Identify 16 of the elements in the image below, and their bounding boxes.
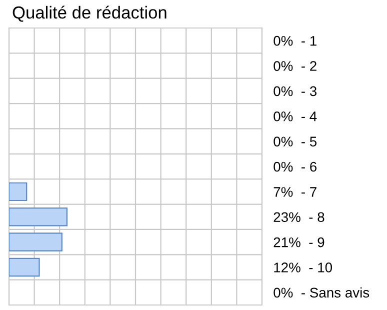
y-tick-label: 0% - 6	[274, 162, 316, 172]
y-tick-label: 23% - 8	[274, 212, 324, 222]
y-tick-label: 0% - Sans avis	[274, 287, 370, 298]
bar	[9, 258, 40, 277]
y-tick-label: 21% - 9	[274, 237, 324, 248]
y-tick-label: 0% - 2	[274, 61, 316, 71]
bar	[9, 182, 28, 202]
bar	[9, 207, 68, 226]
bar	[9, 232, 62, 252]
y-tick-label: 7% - 7	[274, 187, 316, 197]
y-tick-label: 0% - 4	[274, 111, 317, 122]
y-tick-label: 0% - 3	[274, 86, 316, 96]
chart-title: Qualité de rédaction	[12, 6, 166, 22]
y-tick-label: 0% - 1	[274, 36, 316, 46]
y-tick-label: 0% - 5	[274, 136, 317, 146]
y-tick-label: 12% - 10	[274, 262, 332, 272]
